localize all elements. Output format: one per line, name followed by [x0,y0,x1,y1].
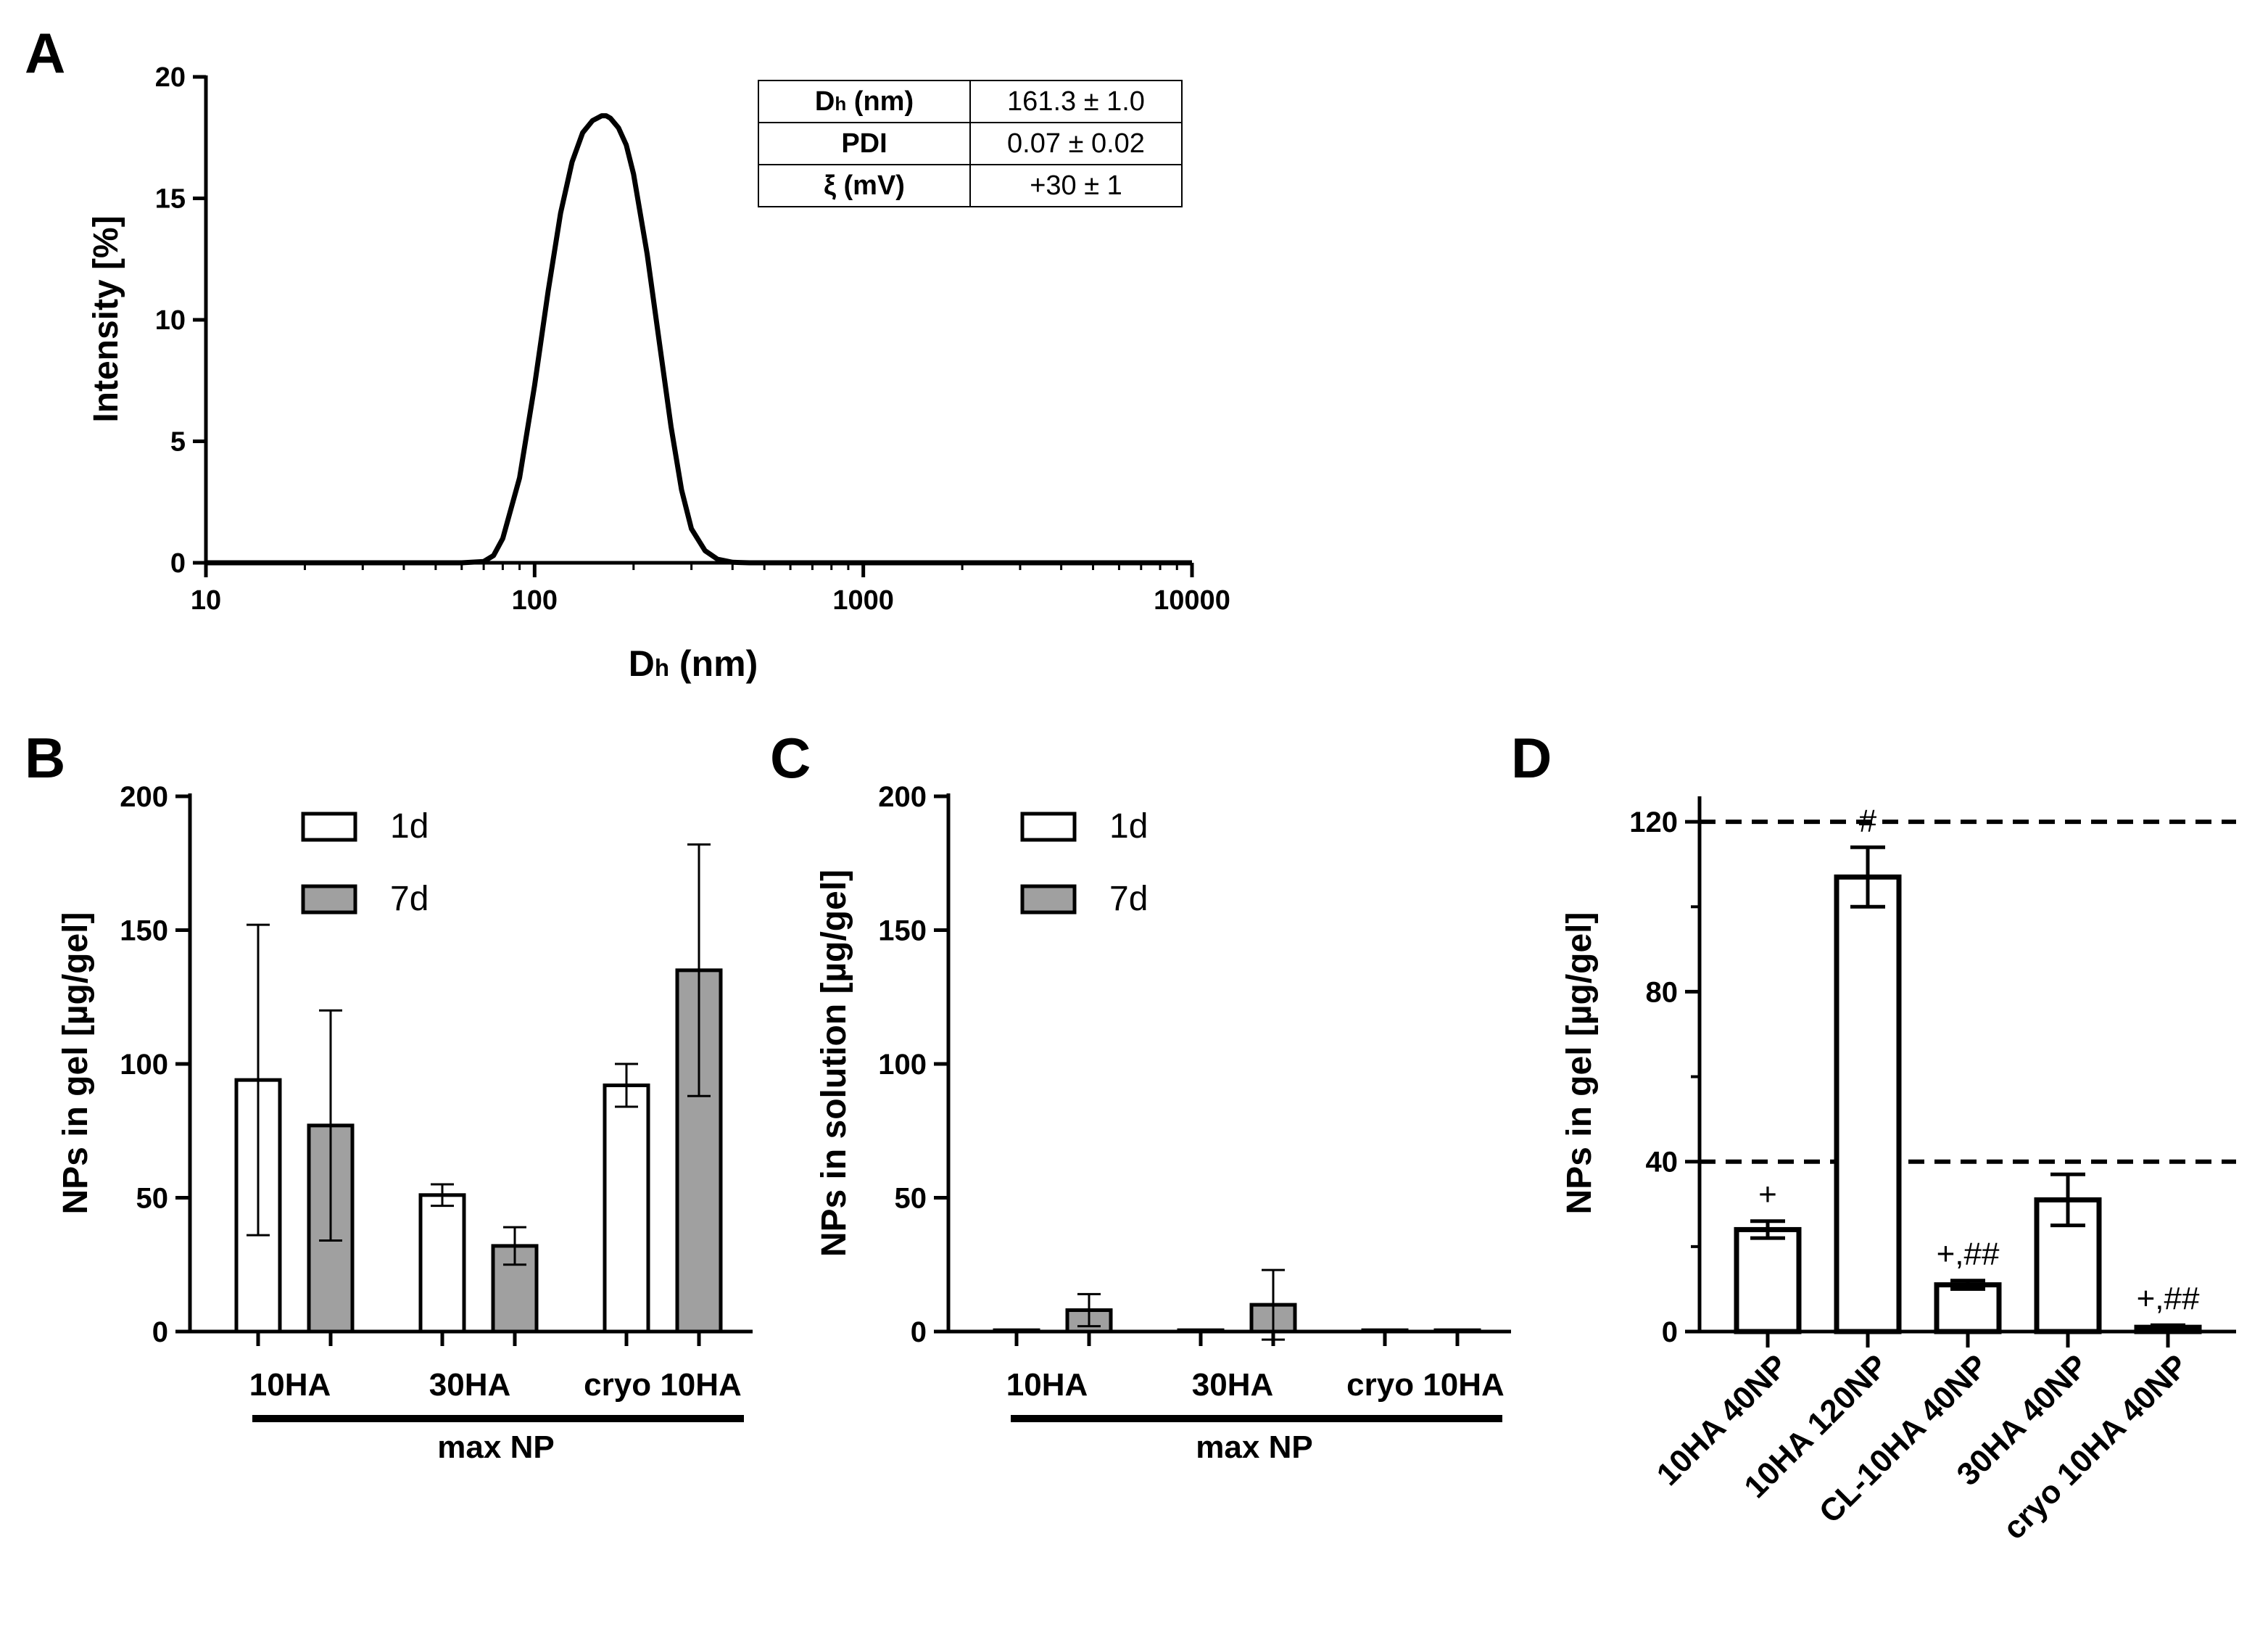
table-key: Dh (nm) [758,80,971,123]
legend-swatch [301,812,357,842]
panel-b-bars [234,843,723,1334]
table-key: PDI [758,122,971,165]
panel-b: B NPs in gel [µg/gel] max NP 0 50 100 150 20… [25,726,753,1465]
legend-label: 1d [1109,807,1148,846]
x-tick-label: 10000 [1154,585,1230,616]
table-value: 161.3 ± 1.0 [969,80,1183,123]
y-tick-label: 150 [878,915,927,947]
significance-marker: +,## [2137,1281,2200,1316]
y-tick-label: 10 [155,305,186,336]
table-row: ξ (mV) +30 ± 1 [758,164,1183,207]
bar [993,1328,1040,1334]
panel-c: C NPs in solution [µg/gel] max NP 0 50 100… [770,726,1511,1465]
y-tick-label: 5 [170,427,186,458]
legend-swatch [1020,812,1077,842]
x-tick-label: cryo 10HA [1346,1367,1505,1403]
y-tick-label: 20 [155,62,186,93]
y-tick-label: 0 [152,1316,168,1348]
bar [603,1084,650,1334]
bar [1734,1226,1802,1334]
x-tick-label: CL-10HA 40NP [1813,1348,1995,1530]
x-tick-label: 10HA [1006,1367,1088,1403]
panel-a-letter: A [25,21,65,85]
legend-label: 7d [1109,880,1148,918]
y-tick-label: 0 [170,548,186,579]
bar [1177,1328,1225,1334]
panel-a-y-label: Intensity [%] [87,215,125,422]
x-tick-label: 1000 [832,585,894,616]
bar [418,1193,466,1334]
table-key: ξ (mV) [758,164,971,207]
y-tick-label: 120 [1629,806,1678,838]
table-value: 0.07 ± 0.02 [969,122,1183,165]
panel-b-legend: 1d 7d [301,807,429,918]
y-tick-label: 40 [1646,1147,1679,1179]
x-tick-label: 30HA [429,1367,511,1403]
x-tick-label: cryo 10HA 40NP [1996,1348,2195,1546]
table-row: Dh (nm) 161.3 ± 1.0 [758,80,1183,123]
panel-c-ticks: 0 50 100 150 200 10HA 30HA cryo 10HA [878,781,1505,1403]
legend-swatch [1020,884,1077,915]
panel-b-bracket-label: max NP [437,1429,554,1465]
legend-label: 1d [390,807,429,846]
panel-c-legend: 1d 7d [1020,807,1148,918]
y-tick-label: 50 [895,1183,927,1215]
bar [1361,1328,1409,1334]
panel-d-bars: + # +,## +,## [1734,803,2202,1334]
dls-summary-table: Dh (nm) 161.3 ± 1.0 PDI 0.07 ± 0.02 ξ (m… [758,80,1183,207]
panel-d-y-label: NPs in gel [µg/gel] [1560,912,1599,1214]
y-tick-label: 100 [878,1049,927,1081]
x-tick-label: 10HA [249,1367,331,1403]
legend-label: 7d [390,880,429,918]
y-tick-label: 200 [878,781,927,813]
panel-b-y-label: NPs in gel [µg/gel] [57,912,95,1214]
panel-c-bars [993,1268,1481,1341]
y-tick-label: 100 [120,1049,168,1081]
significance-marker: + [1758,1177,1777,1213]
y-tick-label: 15 [155,184,186,215]
y-tick-label: 80 [1646,976,1679,1008]
x-tick-label: 30HA [1192,1367,1274,1403]
significance-marker: +,## [1937,1237,2000,1272]
panel-b-letter: B [25,726,65,790]
panel-c-y-label: NPs in solution [µg/gel] [815,870,853,1257]
panel-a-ticks: 0 5 10 15 20 10 100 1000 10000 [155,62,1230,616]
x-tick-label: cryo 10HA [584,1367,742,1403]
panel-c-bracket-label: max NP [1196,1429,1312,1465]
y-tick-label: 150 [120,915,168,947]
panel-c-letter: C [770,726,811,790]
y-tick-label: 50 [136,1183,169,1215]
x-tick-label: 100 [512,585,558,616]
panel-a-lines [206,113,1192,566]
bar [1934,1282,2002,1334]
legend-swatch [301,884,357,915]
panel-a: A Intensity [%] Dh (nm) 0 5 10 15 20 10 100 100… [25,21,1230,684]
y-tick-label: 200 [120,781,168,813]
y-tick-label: 0 [1662,1316,1678,1348]
table-row: PDI 0.07 ± 0.02 [758,122,1183,165]
intensity-line [206,113,1192,566]
panel-a-x-label: Dh (nm) [629,643,758,684]
table-value: +30 ± 1 [969,164,1183,207]
bar [1433,1328,1481,1334]
y-tick-label: 0 [911,1316,927,1348]
x-tick-label: 10 [191,585,221,616]
panel-b-ticks: 0 50 100 150 200 10HA 30HA cryo 10HA [120,781,742,1403]
significance-marker: # [1859,803,1877,838]
bar [1834,874,1902,1334]
panel-d-letter: D [1511,726,1552,790]
